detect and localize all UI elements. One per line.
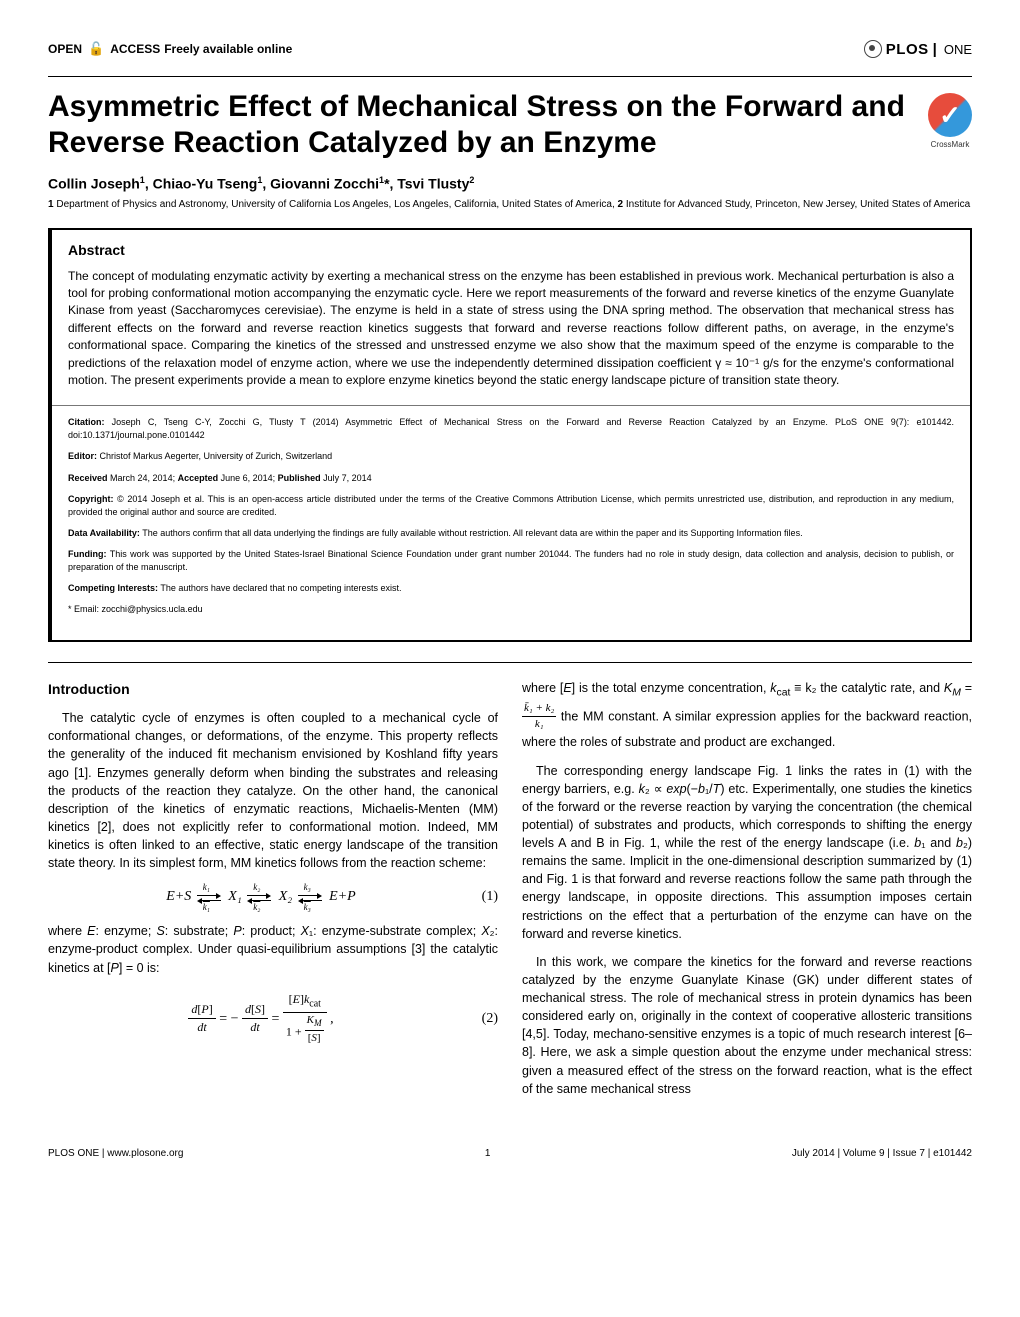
rxn-arrow-1: k₁k₁ [197, 886, 223, 908]
crossmark-badge[interactable]: ✓ CrossMark [928, 93, 972, 149]
abstract-box: Abstract The concept of modulating enzym… [48, 228, 972, 642]
plos-logo: PLOS | ONE [864, 40, 972, 58]
equation-2: d[P]dt = − d[S]dt = [E]kcat1 + KM[S] , (… [48, 991, 498, 1047]
affiliations: 1 Department of Physics and Astronomy, U… [48, 198, 972, 212]
left-column: Introduction The catalytic cycle of enzy… [48, 679, 498, 1108]
rxn-arrow-2: k₂k₂ [247, 886, 273, 908]
copyright: Copyright: © 2014 Joseph et al. This is … [68, 493, 954, 519]
intro-para-2: where E: enzyme; S: substrate; P: produc… [48, 922, 498, 976]
crossmark-icon: ✓ [928, 93, 972, 137]
corresponding-email: * Email: zocchi@physics.ucla.edu [68, 603, 954, 616]
col2-para-2: The corresponding energy landscape Fig. … [522, 762, 972, 943]
unlock-icon: 🔓 [88, 41, 104, 57]
col2-para-3: In this work, we compare the kinetics fo… [522, 953, 972, 1098]
crossmark-label: CrossMark [931, 140, 970, 149]
top-divider [48, 76, 972, 77]
equation-1: E+S k₁k₁ X₁ k₂k₂ X₂ k₃k₃ E+P (1) [48, 886, 498, 908]
abstract-text: The concept of modulating enzymatic acti… [68, 268, 954, 390]
dates: Received March 24, 2014; Accepted June 6… [68, 472, 954, 485]
body-divider [48, 662, 972, 663]
article-title: Asymmetric Effect of Mechanical Stress o… [48, 89, 914, 161]
introduction-heading: Introduction [48, 679, 498, 699]
editor: Editor: Christof Markus Aegerter, Univer… [68, 450, 954, 463]
journal-header: OPEN 🔓 ACCESS Freely available online PL… [48, 40, 972, 58]
plos-one-text: ONE [944, 42, 972, 57]
footer-page-number: 1 [183, 1148, 791, 1159]
right-column: where [E] is the total enzyme concentrat… [522, 679, 972, 1108]
eq-number-2: (2) [474, 1009, 498, 1029]
footer-left: PLOS ONE | www.plosone.org [48, 1148, 183, 1159]
open-access-badge: OPEN 🔓 ACCESS Freely available online [48, 41, 292, 57]
funding: Funding: This work was supported by the … [68, 548, 954, 574]
data-availability: Data Availability: The authors confirm t… [68, 527, 954, 540]
intro-para-1: The catalytic cycle of enzymes is often … [48, 709, 498, 872]
rxn-arrow-3: k₃k₃ [298, 886, 324, 908]
oa-open: OPEN [48, 42, 82, 56]
col2-para-1: where [E] is the total enzyme concentrat… [522, 679, 972, 752]
eq-number-1: (1) [474, 887, 498, 907]
page-footer: PLOS ONE | www.plosone.org 1 July 2014 |… [48, 1148, 972, 1159]
footer-right: July 2014 | Volume 9 | Issue 7 | e101442 [792, 1148, 972, 1159]
author-list: Collin Joseph1, Chiao-Yu Tseng1, Giovann… [48, 175, 972, 192]
abstract-heading: Abstract [68, 242, 954, 258]
citation: Citation: Joseph C, Tseng C-Y, Zocchi G,… [68, 416, 954, 442]
competing-interests: Competing Interests: The authors have de… [68, 582, 954, 595]
plos-circle-icon [864, 40, 882, 58]
oa-access: ACCESS [110, 42, 160, 56]
oa-freely: Freely available online [164, 42, 292, 56]
plos-text: PLOS [886, 41, 929, 58]
